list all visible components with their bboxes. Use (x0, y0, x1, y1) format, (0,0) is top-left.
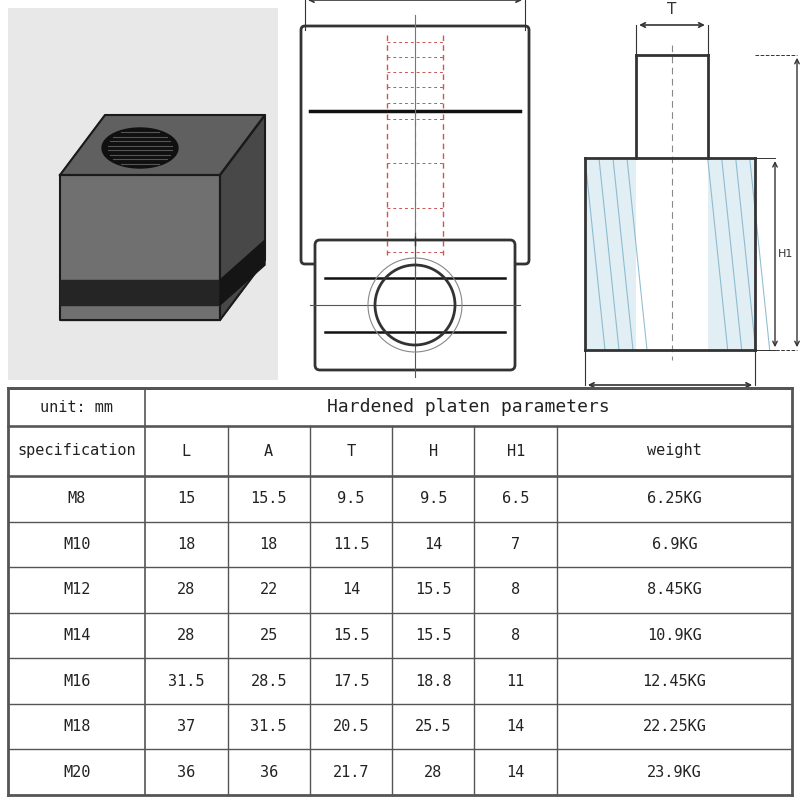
Text: 10.9KG: 10.9KG (647, 628, 702, 643)
Bar (8, 388, 792, 795)
Text: 31.5: 31.5 (250, 719, 287, 734)
Text: 11.5: 11.5 (333, 537, 370, 552)
Text: 12.45KG: 12.45KG (642, 674, 706, 689)
Text: H: H (429, 443, 438, 458)
Text: 36: 36 (259, 765, 278, 780)
Text: 37: 37 (178, 719, 195, 734)
Text: A: A (667, 393, 677, 408)
Text: 15.5: 15.5 (415, 582, 451, 598)
Text: 9.5: 9.5 (338, 491, 365, 506)
Text: M12: M12 (63, 582, 90, 598)
Text: A: A (264, 443, 274, 458)
Text: 15.5: 15.5 (415, 628, 451, 643)
FancyBboxPatch shape (315, 240, 515, 370)
Text: 8.45KG: 8.45KG (647, 582, 702, 598)
Text: 17.5: 17.5 (333, 674, 370, 689)
Text: 8: 8 (511, 582, 520, 598)
Text: L: L (182, 443, 191, 458)
Text: Hardened platen parameters: Hardened platen parameters (327, 398, 610, 416)
Text: 28: 28 (178, 628, 195, 643)
Text: 14: 14 (342, 582, 360, 598)
Text: 18: 18 (178, 537, 195, 552)
Text: 25: 25 (259, 628, 278, 643)
Polygon shape (60, 175, 220, 320)
Text: M20: M20 (63, 765, 90, 780)
Text: T: T (346, 443, 355, 458)
Text: 11: 11 (506, 674, 525, 689)
Text: M16: M16 (63, 674, 90, 689)
Polygon shape (220, 115, 265, 320)
Text: H1: H1 (506, 443, 525, 458)
Text: 28: 28 (178, 582, 195, 598)
Text: 22: 22 (259, 582, 278, 598)
Text: 9.5: 9.5 (420, 491, 447, 506)
Text: 18: 18 (259, 537, 278, 552)
Polygon shape (60, 280, 220, 305)
Text: 6.25KG: 6.25KG (647, 491, 702, 506)
Bar (585, 158, 636, 350)
Text: 15.5: 15.5 (333, 628, 370, 643)
Text: 36: 36 (178, 765, 195, 780)
Text: M18: M18 (63, 719, 90, 734)
Polygon shape (60, 115, 265, 175)
Polygon shape (102, 128, 178, 168)
Text: M14: M14 (63, 628, 90, 643)
Text: 20.5: 20.5 (333, 719, 370, 734)
Text: weight: weight (647, 443, 702, 458)
FancyBboxPatch shape (301, 26, 529, 264)
Text: 14: 14 (424, 537, 442, 552)
Text: 6.5: 6.5 (502, 491, 530, 506)
Text: 15: 15 (178, 491, 195, 506)
Text: 25.5: 25.5 (415, 719, 451, 734)
Text: 21.7: 21.7 (333, 765, 370, 780)
Text: 7: 7 (511, 537, 520, 552)
Polygon shape (220, 240, 265, 305)
Text: specification: specification (18, 443, 136, 458)
Text: 31.5: 31.5 (168, 674, 205, 689)
Text: 14: 14 (506, 719, 525, 734)
Bar (8, 8, 278, 380)
Text: 15.5: 15.5 (250, 491, 287, 506)
Text: 6.9KG: 6.9KG (651, 537, 698, 552)
Text: 23.9KG: 23.9KG (647, 765, 702, 780)
Text: 28: 28 (424, 765, 442, 780)
Text: 14: 14 (506, 765, 525, 780)
Text: M10: M10 (63, 537, 90, 552)
Text: M8: M8 (67, 491, 86, 506)
Text: 18.8: 18.8 (415, 674, 451, 689)
Text: 22.25KG: 22.25KG (642, 719, 706, 734)
Text: T: T (667, 2, 677, 17)
Text: 28.5: 28.5 (250, 674, 287, 689)
Text: 8: 8 (511, 628, 520, 643)
Text: H1: H1 (778, 249, 794, 259)
Bar (708, 158, 755, 350)
Text: unit: mm: unit: mm (40, 399, 113, 414)
